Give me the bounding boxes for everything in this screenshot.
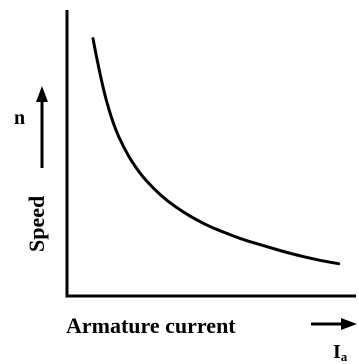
x-arrow xyxy=(311,318,357,330)
speed-curve xyxy=(91,37,341,266)
x-axis-label: Armature current xyxy=(66,313,236,338)
x-symbol-main: I xyxy=(333,341,341,363)
x-axis-symbol: Ia xyxy=(333,341,348,364)
y-axis-label: Speed xyxy=(24,196,49,252)
y-arrow xyxy=(36,86,48,168)
x-symbol-subscript: a xyxy=(341,349,348,364)
y-axis-symbol: n xyxy=(14,107,25,129)
